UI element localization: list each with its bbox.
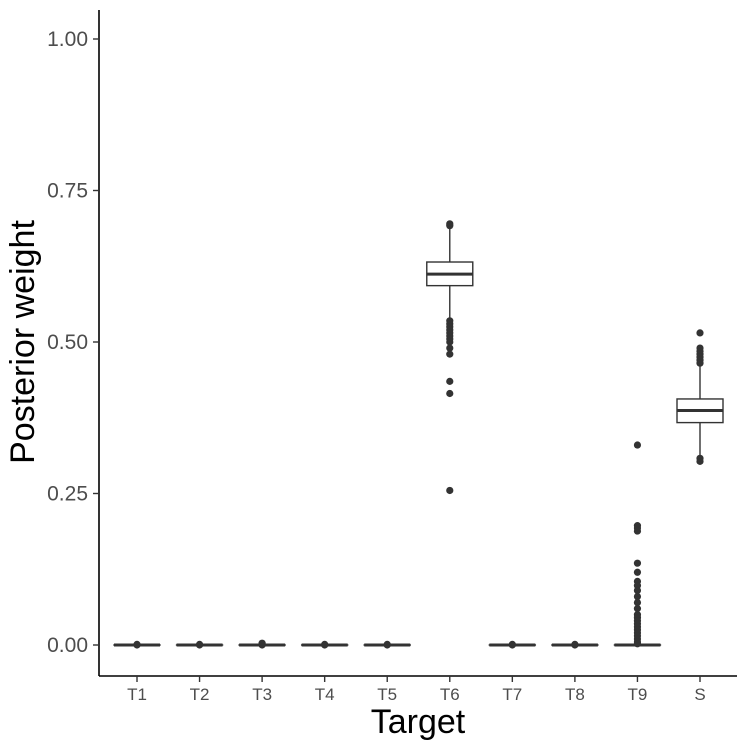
x-tick-label: T6 [440, 685, 460, 704]
box-s [676, 329, 724, 465]
x-tick-label: T1 [127, 685, 147, 704]
outlier-point [633, 586, 642, 595]
x-axis-title: Target [371, 703, 466, 741]
x-tick-label: T3 [252, 685, 272, 704]
outlier-point [571, 640, 579, 648]
x-tick-label: T8 [565, 685, 585, 704]
boxes-layer [113, 220, 724, 649]
x-tick-label: S [694, 685, 705, 704]
y-tick-label: 1.00 [47, 28, 88, 51]
x-tick-label: T7 [502, 685, 522, 704]
box-t6 [426, 220, 474, 495]
y-tick-label: 0.50 [47, 331, 88, 354]
outlier-point [696, 329, 704, 337]
box-t4 [300, 640, 349, 649]
outlier-point [633, 605, 642, 613]
outlier-point [258, 639, 266, 647]
outlier-point [446, 222, 454, 230]
outlier-point [446, 350, 454, 358]
outlier-point [633, 598, 642, 607]
box-t5 [363, 640, 411, 649]
x-tick-label: T4 [315, 685, 335, 704]
x-ticks: T1 T2 T3 T4 T5 T6 T7 T8 T9 S [127, 676, 706, 704]
outlier-point [446, 389, 454, 398]
outlier-point [133, 640, 141, 648]
outlier-point [696, 457, 704, 465]
box-t9 [613, 441, 662, 648]
y-tick-label: 0.75 [47, 180, 88, 203]
outlier-point [696, 359, 704, 367]
x-tick-label: T2 [190, 685, 210, 704]
box-t2 [175, 640, 224, 649]
x-tick-label: T5 [377, 685, 397, 704]
outlier-point [446, 377, 454, 385]
outlier-point [633, 568, 642, 576]
outlier-point [508, 640, 516, 648]
outlier-point [633, 592, 642, 601]
outlier-point [633, 640, 642, 648]
outlier-point [446, 344, 454, 352]
y-tick-label: 0.00 [47, 634, 88, 657]
outlier-point [633, 559, 642, 567]
outlier-point [446, 338, 454, 346]
outlier-point [383, 640, 391, 648]
box-t1 [113, 640, 161, 649]
axes-layer [98, 10, 737, 677]
outlier-point [446, 486, 454, 495]
outlier-point [633, 441, 642, 449]
x-tick-label: T9 [628, 685, 648, 704]
outlier-point [195, 640, 204, 648]
box-t8 [551, 640, 599, 649]
outlier-point [633, 527, 642, 535]
box-t3 [238, 639, 286, 649]
box-t7 [488, 640, 537, 649]
y-axis-title: Posterior weight [4, 220, 42, 464]
y-ticks: 0.00 0.25 0.50 0.75 1.00 [47, 28, 99, 657]
y-tick-label: 0.25 [47, 483, 88, 506]
outlier-point [321, 640, 329, 648]
